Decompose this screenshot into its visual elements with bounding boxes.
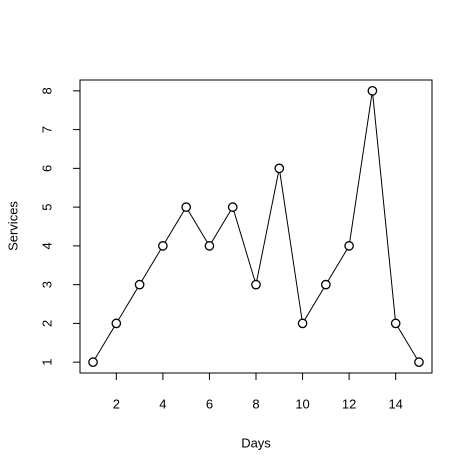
data-point [111,318,122,329]
data-point [367,86,378,96]
data-point [414,357,424,367]
data-point [204,241,215,251]
plot-frame [79,79,433,374]
y-tick-label: 3 [39,281,54,288]
data-point [297,318,308,329]
data-point [158,241,168,251]
x-tick-label: 6 [206,396,213,411]
data-point [320,279,331,290]
data-point [344,241,354,251]
data-point [134,279,145,290]
data-point [274,163,285,174]
data-point [251,279,261,290]
y-tick-label: 7 [39,126,54,133]
data-point [181,202,192,212]
y-tick-label: 1 [39,359,54,366]
data-point [390,318,401,329]
y-tick-label: 2 [39,320,54,327]
y-tick-label: 5 [39,204,54,211]
y-tick-label: 8 [39,87,54,94]
x-tick-label: 4 [159,396,166,411]
data-line [92,90,420,363]
y-tick-label: 4 [39,242,54,249]
x-tick-label: 12 [342,396,356,411]
x-tick-label: 8 [252,396,259,411]
data-point [227,202,238,212]
y-tick-label: 6 [39,165,54,172]
y-axis-label: Services [5,201,20,251]
x-tick-label: 14 [388,396,402,411]
data-point [88,357,98,367]
x-tick-label: 2 [113,396,120,411]
x-axis-label: Days [241,435,271,450]
x-tick-label: 10 [295,396,309,411]
